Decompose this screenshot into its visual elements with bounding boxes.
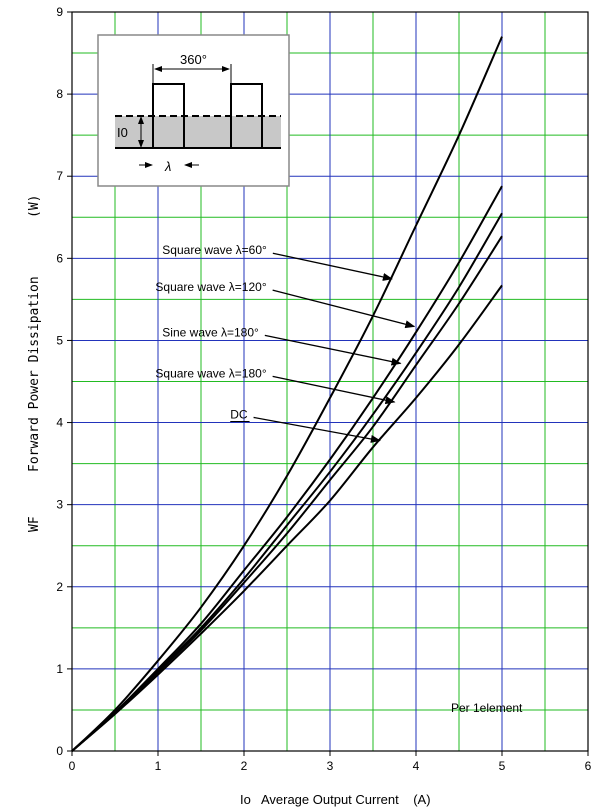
series-line-1 xyxy=(71,36,503,752)
y-tick-label: 5 xyxy=(56,333,63,347)
x-axis-label: Io Average Output Current (A) xyxy=(240,792,431,807)
series-line-3 xyxy=(71,212,503,752)
width-arrow-left-head xyxy=(145,162,153,168)
annotation-arrow-3 xyxy=(264,334,402,366)
annotation-label-3: Sine wave λ=180° xyxy=(162,325,259,339)
y-tick-label: 1 xyxy=(56,662,63,676)
annotation-label-5: DC xyxy=(230,407,248,421)
annotation-label-1: Square wave λ=60° xyxy=(162,243,267,257)
x-tick-label: 3 xyxy=(327,759,334,773)
y-tick-label: 4 xyxy=(56,416,63,430)
width-arrow-right-head xyxy=(184,162,192,168)
x-tick-label: 2 xyxy=(241,759,248,773)
inset-current-label: I0 xyxy=(117,125,128,140)
x-tick-label: 4 xyxy=(413,759,420,773)
inset-angle-label: 360° xyxy=(180,52,207,67)
x-tick-label: 1 xyxy=(155,759,162,773)
y-tick-label: 6 xyxy=(56,251,63,265)
x-tick-label: 0 xyxy=(69,759,76,773)
annotation-label-2: Square wave λ=120° xyxy=(155,280,266,294)
y-tick-label: 3 xyxy=(56,498,63,512)
y-tick-label: 8 xyxy=(56,87,63,101)
annotation-arrow-2 xyxy=(272,289,416,329)
y-axis-symbol: WF xyxy=(27,516,42,532)
y-tick-label: 2 xyxy=(56,580,63,594)
annotation-arrow-5 xyxy=(253,416,381,443)
period-arrow-left-head xyxy=(154,66,162,72)
annotation-label-4: Square wave λ=180° xyxy=(155,366,266,380)
y-axis-label: Forward Power Dissipation xyxy=(27,276,42,472)
inset-width-label: λ xyxy=(164,159,171,174)
annotation-arrow-1 xyxy=(272,252,393,281)
square-pulse-train xyxy=(115,83,281,149)
x-tick-label: 6 xyxy=(585,759,592,773)
series-line-5 xyxy=(71,284,503,752)
x-tick-label: 5 xyxy=(499,759,506,773)
waveform-inset: 360° I0 λ xyxy=(97,34,290,187)
current-arrow-bottom-head xyxy=(138,140,144,148)
inset-frame xyxy=(97,34,290,187)
y-tick-label: 7 xyxy=(56,169,63,183)
per-element-note: Per 1element xyxy=(451,701,523,715)
y-tick-label: 9 xyxy=(56,5,63,19)
data-series xyxy=(71,36,503,752)
current-arrow-top-head xyxy=(138,116,144,124)
series-line-2 xyxy=(71,185,503,752)
axis-tick-labels: 0 1 2 3 4 5 6 0 1 2 3 4 5 6 7 8 9 xyxy=(56,5,591,773)
period-arrow-right-head xyxy=(222,66,230,72)
annotation-arrow-4 xyxy=(272,375,396,405)
series-line-4 xyxy=(71,235,503,752)
y-axis-unit: (W) xyxy=(27,195,42,218)
y-tick-label: 0 xyxy=(56,744,63,758)
curve-annotations: Square wave λ=60° Square wave λ=120° Sine … xyxy=(155,243,416,443)
